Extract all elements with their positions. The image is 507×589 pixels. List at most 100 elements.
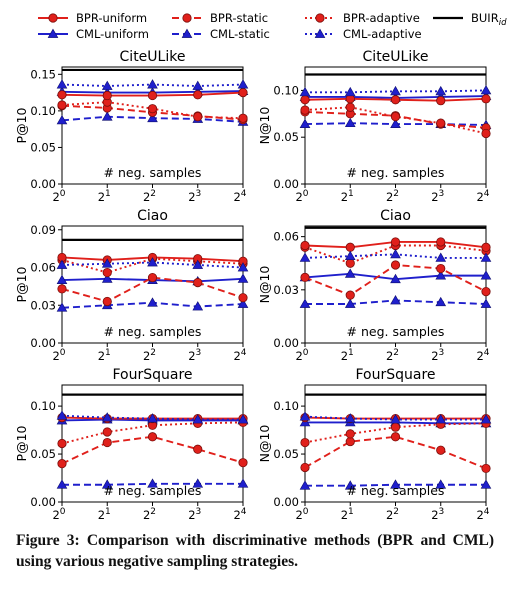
- data-point: [390, 422, 401, 432]
- data-point: [192, 259, 204, 269]
- data-point: [344, 413, 356, 423]
- y-axis-label: P@10: [14, 425, 29, 461]
- data-point: [101, 111, 113, 121]
- y-tick-label: 0.00: [30, 177, 56, 191]
- x-tick-label: 22: [143, 189, 156, 204]
- data-point: [344, 268, 356, 278]
- data-point: [480, 252, 492, 262]
- x-tick-exponent: 4: [241, 348, 247, 358]
- data-point: [299, 480, 311, 490]
- x-tick-exponent: 0: [303, 507, 309, 517]
- data-point: [390, 95, 401, 105]
- data-point: [480, 270, 492, 280]
- data-point: [147, 104, 158, 114]
- y-tick-label: 0.00: [30, 495, 56, 509]
- legend-marker: [181, 28, 193, 38]
- legend-entry: BPR-static: [172, 11, 268, 25]
- x-axis-note: # neg. samples: [104, 165, 202, 180]
- series-bpr-adaptive: [300, 102, 491, 139]
- data-point: [345, 258, 355, 268]
- legend-subscript: id: [499, 18, 507, 28]
- data-point: [481, 94, 491, 104]
- data-point: [436, 237, 446, 247]
- data-point: [345, 290, 355, 300]
- y-tick-label: 0.10: [273, 399, 299, 413]
- data-point: [237, 298, 249, 308]
- y-tick-label: 0.06: [273, 230, 299, 244]
- x-tick-label: 20: [295, 189, 308, 204]
- series-bpr-uniform: [57, 87, 248, 101]
- x-tick-exponent: 1: [348, 348, 354, 358]
- x-tick-label: 21: [98, 189, 111, 204]
- legend-entry: BPR-uniform: [38, 11, 147, 25]
- y-tick-label: 0.03: [30, 298, 56, 312]
- data-point: [390, 118, 401, 128]
- series-line: [61, 435, 244, 465]
- y-axis-label: N@10: [257, 107, 272, 145]
- x-tick-exponent: 4: [241, 507, 247, 517]
- x-tick-exponent: 0: [60, 189, 66, 199]
- data-point: [238, 458, 248, 468]
- x-tick-label: 24: [233, 189, 246, 204]
- x-tick-label: 23: [188, 189, 201, 204]
- x-tick-label: 21: [98, 348, 111, 363]
- x-tick-exponent: 2: [150, 189, 156, 199]
- series-cml-adaptive: [56, 257, 249, 272]
- x-tick-exponent: 3: [196, 348, 202, 358]
- data-point: [147, 413, 158, 423]
- x-tick-exponent: 4: [484, 189, 490, 199]
- panel-title: FourSquare: [355, 367, 435, 383]
- x-tick-label: 20: [295, 507, 308, 520]
- x-tick-exponent: 4: [241, 189, 247, 199]
- data-point: [481, 463, 491, 474]
- x-tick-label: 24: [476, 189, 489, 204]
- data-point: [237, 414, 249, 424]
- legend-label: BPR-adaptive: [343, 11, 420, 25]
- data-point: [56, 114, 68, 125]
- y-tick-label: 0.00: [30, 336, 56, 350]
- data-point: [56, 410, 68, 420]
- data-point: [193, 112, 203, 122]
- data-point: [435, 252, 447, 262]
- series-cml-static: [299, 479, 492, 490]
- data-point: [435, 270, 447, 280]
- data-point: [480, 414, 492, 424]
- y-tick-label: 0.05: [30, 140, 56, 154]
- data-point: [390, 414, 401, 424]
- y-tick-label: 0.06: [30, 261, 56, 275]
- figure-caption: Figure 3: Comparison with discriminative…: [16, 532, 494, 570]
- legend-entry: CML-uniform: [38, 27, 149, 41]
- series-cml-adaptive: [299, 411, 492, 424]
- data-point: [101, 412, 113, 422]
- x-tick-label: 24: [233, 348, 246, 363]
- x-tick-exponent: 3: [439, 189, 445, 199]
- data-point: [345, 242, 355, 252]
- data-point: [192, 301, 204, 311]
- x-tick-label: 22: [143, 348, 156, 363]
- data-point: [193, 90, 203, 100]
- y-tick-label: 0.15: [30, 67, 56, 81]
- y-tick-label: 0.03: [273, 283, 299, 297]
- x-tick-label: 21: [98, 507, 111, 520]
- data-point: [435, 479, 447, 489]
- legend: BPR-uniform BPR-static BPR-adaptive BUIRid C…: [38, 11, 507, 41]
- series-bpr-adaptive: [57, 97, 248, 123]
- x-tick-label: 20: [52, 189, 65, 204]
- x-tick-label: 21: [341, 507, 354, 520]
- data-point: [300, 462, 310, 473]
- data-point: [57, 284, 67, 294]
- x-axis-note: # neg. samples: [104, 324, 202, 339]
- data-point: [345, 429, 355, 439]
- y-tick-label: 0.05: [30, 447, 56, 461]
- x-tick-label: 22: [386, 189, 399, 204]
- legend-label: CML-uniform: [76, 27, 149, 41]
- x-tick-exponent: 0: [60, 348, 66, 358]
- legend-marker: [47, 28, 59, 38]
- y-axis-label: N@10: [257, 266, 272, 304]
- data-point: [193, 444, 203, 454]
- x-tick-exponent: 0: [303, 348, 309, 358]
- x-tick-exponent: 3: [439, 348, 445, 358]
- data-point: [192, 414, 204, 424]
- series-bpr-uniform: [300, 237, 491, 252]
